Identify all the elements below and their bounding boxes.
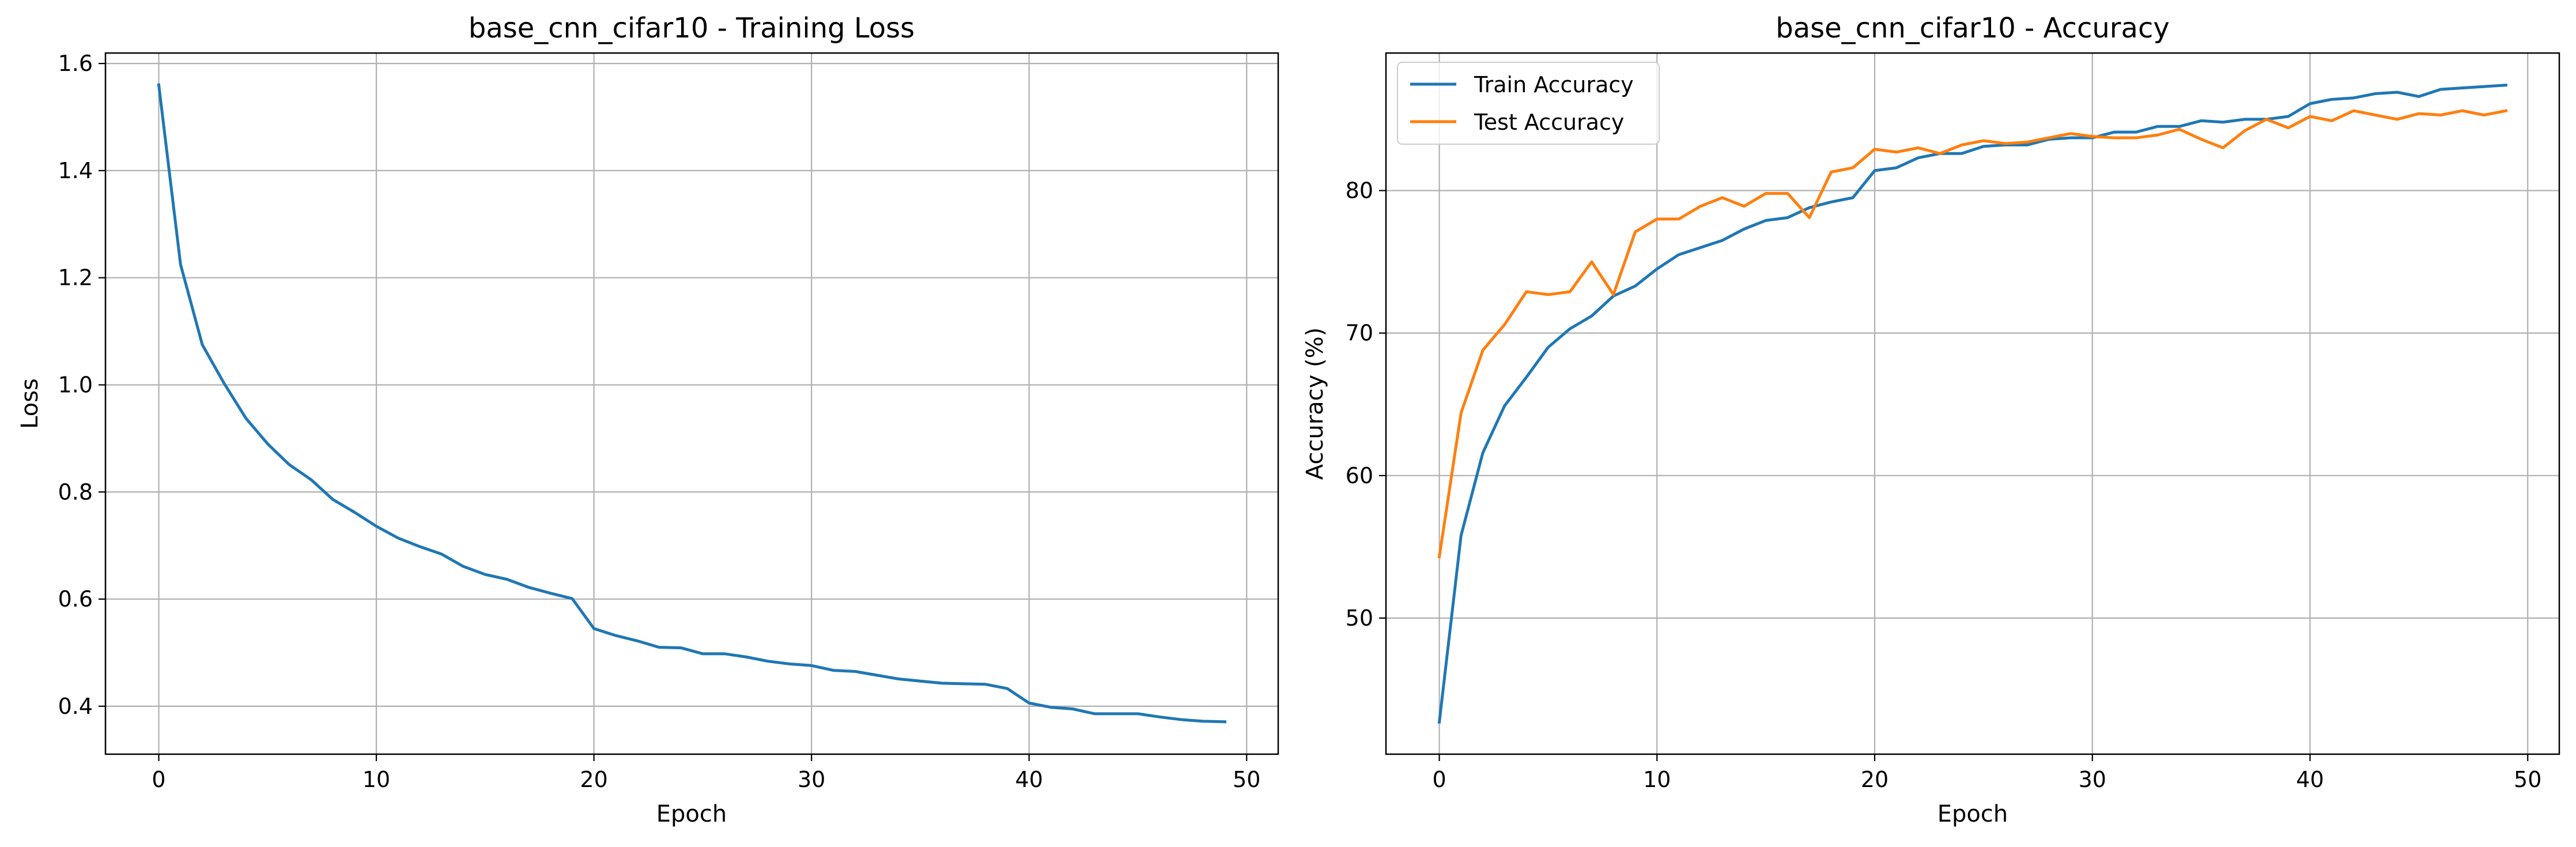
accuracy-gridlines — [1386, 53, 2559, 754]
accuracy-series-lines — [1437, 83, 2508, 724]
x-tick-label: 10 — [1643, 767, 1671, 792]
accuracy-ticks: 0 10 20 30 40 50 50 60 70 80 — [1346, 178, 2542, 792]
y-tick-label: 0.8 — [58, 479, 93, 505]
accuracy-chart-title: base_cnn_cifar10 - Accuracy — [1776, 12, 2169, 44]
x-tick-label: 20 — [580, 767, 607, 792]
loss-x-axis-label: Epoch — [656, 801, 727, 827]
x-tick-label: 40 — [2296, 767, 2324, 792]
x-tick-label: 0 — [1432, 767, 1446, 792]
legend-box — [1397, 62, 1660, 145]
accuracy-chart: base_cnn_cifar10 - Accuracy Epoch Accura… — [1302, 12, 2560, 827]
loss-ticks: 0 10 20 30 40 50 0.4 0.6 0.8 1.0 1.2 1.4 1.6 — [58, 51, 1261, 792]
x-tick-label: 30 — [798, 767, 825, 792]
x-tick-label: 0 — [152, 767, 165, 792]
x-tick-label: 50 — [1233, 767, 1260, 792]
acc-series-line-0 — [1437, 83, 2508, 724]
legend-label-train: Train Accuracy — [1474, 72, 1634, 97]
y-tick-label: 0.6 — [58, 586, 93, 612]
y-tick-label: 70 — [1346, 321, 1373, 346]
y-tick-label: 50 — [1346, 605, 1373, 631]
loss-gridlines — [105, 53, 1278, 754]
loss-chart-title: base_cnn_cifar10 - Training Loss — [469, 12, 915, 44]
y-tick-label: 1.6 — [58, 51, 93, 76]
loss-series-line-0 — [157, 83, 1227, 724]
acc-series-line-1 — [1437, 109, 2508, 559]
loss-plot-frame — [104, 52, 1279, 755]
x-tick-label: 20 — [1861, 767, 1888, 792]
y-tick-label: 1.4 — [58, 158, 93, 183]
y-tick-label: 1.0 — [58, 372, 93, 397]
x-tick-label: 50 — [2514, 767, 2541, 792]
x-tick-label: 10 — [362, 767, 390, 792]
y-tick-label: 60 — [1346, 463, 1373, 488]
accuracy-x-axis-label: Epoch — [1937, 801, 2008, 827]
accuracy-legend: Train Accuracy Test Accuracy — [1397, 62, 1660, 145]
y-tick-label: 1.2 — [58, 265, 93, 291]
accuracy-y-axis-label: Accuracy (%) — [1302, 327, 1328, 480]
x-tick-label: 30 — [2079, 767, 2106, 792]
y-tick-label: 0.4 — [58, 694, 93, 719]
legend-label-test: Test Accuracy — [1474, 110, 1624, 135]
accuracy-plot-frame — [1385, 52, 2560, 755]
loss-series-lines — [157, 83, 1227, 724]
y-tick-label: 80 — [1346, 178, 1373, 204]
loss-y-axis-label: Loss — [17, 378, 43, 429]
x-tick-label: 40 — [1015, 767, 1043, 792]
